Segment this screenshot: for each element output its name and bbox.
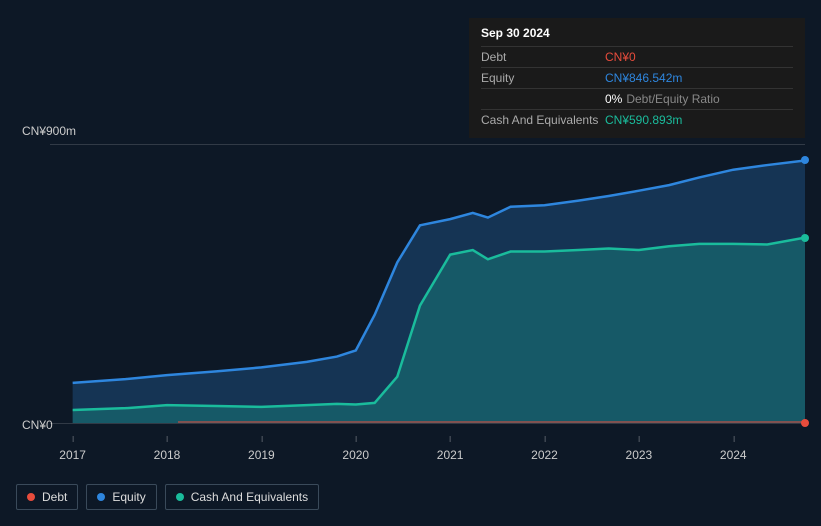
debt-legend-dot-icon — [27, 493, 35, 501]
cash-end-marker — [801, 234, 809, 242]
legend-label: Equity — [112, 490, 145, 504]
tooltip-value: CN¥0 — [605, 50, 636, 64]
x-axis-tick: 2017 — [59, 448, 86, 462]
tooltip-value: 0%Debt/Equity Ratio — [605, 92, 720, 106]
equity-legend-dot-icon — [97, 493, 105, 501]
cash-legend-dot-icon — [176, 493, 184, 501]
x-axis-tick: 2018 — [154, 448, 181, 462]
chart-svg — [50, 145, 805, 423]
legend-label: Debt — [42, 490, 67, 504]
tooltip-label — [481, 92, 605, 106]
y-axis-max-label: CN¥900m — [22, 124, 76, 138]
x-axis-tick: 2023 — [626, 448, 653, 462]
chart-area: CN¥900m CN¥0 — [16, 120, 805, 436]
chart-plot[interactable] — [50, 144, 805, 424]
tooltip-value: CN¥846.542m — [605, 71, 682, 85]
x-axis-tick: 2024 — [720, 448, 747, 462]
chart-legend: Debt Equity Cash And Equivalents — [16, 484, 319, 510]
y-axis-min-label: CN¥0 — [22, 418, 53, 432]
tooltip-row: DebtCN¥0 — [481, 46, 793, 67]
x-axis-tick: 2020 — [342, 448, 369, 462]
x-axis-tick: 2019 — [248, 448, 275, 462]
debt-end-marker — [801, 419, 809, 427]
legend-label: Cash And Equivalents — [191, 490, 308, 504]
tooltip-row: 0%Debt/Equity Ratio — [481, 88, 793, 109]
x-axis-tick: 2021 — [437, 448, 464, 462]
x-axis-tick: 2022 — [531, 448, 558, 462]
equity-end-marker — [801, 156, 809, 164]
tooltip-label: Equity — [481, 71, 605, 85]
tooltip-date: Sep 30 2024 — [481, 26, 793, 40]
legend-item-equity[interactable]: Equity — [86, 484, 156, 510]
debt-series-line — [178, 421, 805, 423]
x-axis: 2017 2018 2019 2020 2021 2022 2023 2024 — [50, 448, 805, 468]
tooltip-label: Debt — [481, 50, 605, 64]
legend-item-cash[interactable]: Cash And Equivalents — [165, 484, 319, 510]
legend-item-debt[interactable]: Debt — [16, 484, 78, 510]
tooltip-row: EquityCN¥846.542m — [481, 67, 793, 88]
